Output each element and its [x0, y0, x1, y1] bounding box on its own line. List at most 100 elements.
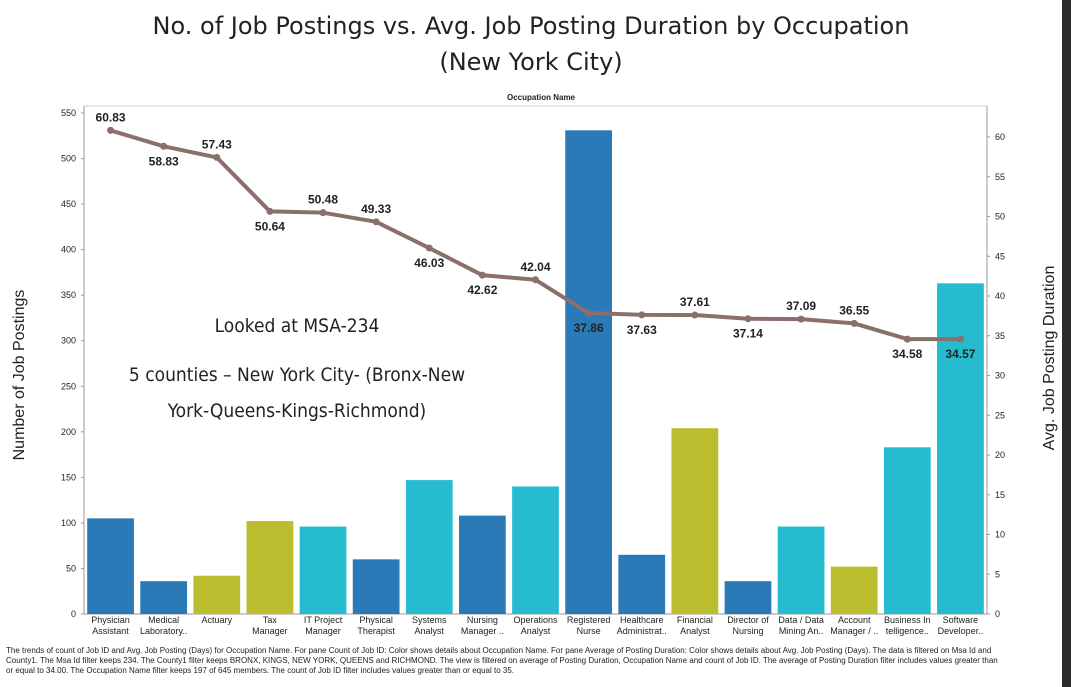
left-tick-label: 400 — [61, 245, 76, 255]
right-tick-label: 25 — [995, 410, 1005, 420]
right-axis: 0 5 10 15 20 25 30 35 40 45 50 55 60 — [986, 106, 1005, 619]
category-label: Registered Nurse — [567, 615, 611, 636]
left-axis-title: Number of Job Postings — [11, 290, 28, 461]
left-tick-label: 500 — [61, 154, 76, 164]
right-tick-label: 20 — [995, 450, 1005, 460]
right-tick-label: 60 — [995, 132, 1005, 142]
left-tick-label: 50 — [66, 563, 76, 573]
category-label: Account Manager / .. — [830, 615, 878, 636]
bar — [352, 559, 400, 614]
right-axis-title: Avg. Job Posting Duration — [1041, 266, 1058, 451]
category-label: Healthcare Administrat.. — [617, 615, 667, 636]
line-point — [213, 153, 221, 161]
right-tick-label: 45 — [995, 251, 1005, 261]
annotation-line: York-Queens-Kings-Richmond) — [167, 400, 426, 422]
line-point — [638, 311, 646, 319]
chart-subtitle: (New York City) — [439, 48, 623, 76]
line-data-label: 37.61 — [680, 295, 710, 309]
bar — [618, 554, 666, 614]
bar — [671, 428, 719, 614]
bar — [87, 518, 134, 614]
right-tick-label: 40 — [995, 291, 1005, 301]
bar — [405, 480, 453, 614]
line-series — [107, 126, 964, 343]
bar — [883, 447, 931, 614]
left-tick-label: 200 — [61, 427, 76, 437]
category-label: Financial Analyst — [677, 615, 713, 636]
left-tick-label: 300 — [61, 336, 76, 346]
category-label: Director of Nursing — [727, 615, 769, 636]
category-label: Physician Assistant — [91, 615, 130, 636]
left-tick-label: 100 — [61, 518, 76, 528]
line-data-label: 50.64 — [255, 219, 285, 233]
right-tick-label: 30 — [995, 371, 1005, 381]
right-tick-label: 50 — [995, 212, 1005, 222]
bar — [724, 581, 772, 614]
category-labels: Physician Assistant Medical Laboratory.. Act… — [91, 615, 983, 636]
bar — [193, 575, 241, 614]
line-data-label: 34.57 — [945, 347, 975, 361]
line-point — [744, 315, 752, 323]
annotation-line: Looked at MSA-234 — [215, 315, 380, 337]
category-label: Actuary — [202, 615, 233, 625]
line-point — [850, 319, 858, 327]
category-label: Medical Laboratory.. — [140, 615, 187, 636]
line-point — [956, 335, 964, 343]
combo-chart: Occupation Name 050100150200250300350400… — [11, 93, 1058, 636]
line-data-label: 37.63 — [627, 323, 657, 337]
line-data-label: 37.14 — [733, 327, 763, 341]
line-data-label: 50.48 — [308, 193, 338, 207]
category-label: IT Project Manager — [304, 615, 343, 636]
bar — [299, 526, 347, 614]
line-point — [691, 311, 699, 319]
right-tick-label: 35 — [995, 331, 1005, 341]
duration-line — [109, 128, 961, 342]
bar — [512, 486, 559, 614]
line-data-label: 46.03 — [414, 256, 444, 270]
occupation-header-label: Occupation Name — [507, 93, 576, 102]
line-point — [319, 209, 327, 217]
category-label: Systems Analyst — [412, 615, 447, 636]
bar — [777, 526, 825, 614]
line-point — [372, 218, 380, 226]
left-tick-label: 0 — [71, 609, 76, 619]
category-label: Operations Analyst — [513, 615, 558, 636]
line-point — [425, 244, 433, 252]
category-label: Software Developer.. — [938, 615, 984, 636]
footnote: The trends of count of Job ID and Avg. J… — [6, 646, 998, 675]
line-data-label: 58.83 — [149, 154, 179, 168]
bar — [565, 130, 612, 615]
line-data-label: 36.55 — [839, 303, 869, 317]
line-data-label: 49.33 — [361, 202, 391, 216]
line-point — [532, 276, 539, 284]
left-tick-label: 250 — [61, 381, 76, 391]
line-point — [160, 142, 168, 150]
bar — [830, 566, 878, 614]
left-tick-label: 550 — [61, 108, 76, 118]
right-tick-label: 55 — [995, 172, 1005, 182]
line-data-labels: 60.83 58.83 57.43 50.64 50.48 49.33 46.03 42.62… — [96, 110, 976, 361]
right-tick-label: 5 — [995, 569, 1000, 579]
left-tick-label: 150 — [61, 472, 76, 482]
line-point — [903, 335, 911, 343]
line-point — [107, 126, 115, 134]
category-label: Data / Data Mining An.. — [778, 615, 824, 636]
line-point — [797, 315, 805, 323]
bar-series — [87, 130, 984, 615]
annotation-line: 5 counties – New York City- (Bronx-New — [129, 364, 465, 386]
category-label: Tax Manager — [252, 615, 288, 636]
bar — [459, 515, 506, 614]
line-data-label: 42.62 — [467, 283, 497, 297]
line-data-label: 60.83 — [96, 110, 126, 124]
line-point — [478, 271, 486, 279]
category-label: Physical Therapist — [357, 615, 395, 636]
line-data-label: 37.09 — [786, 299, 816, 313]
line-data-label: 42.04 — [520, 260, 550, 274]
bar — [937, 283, 984, 614]
right-tick-label: 15 — [995, 490, 1005, 500]
right-tick-label: 10 — [995, 530, 1005, 540]
annotation-text: Looked at MSA-234 5 counties – New York C… — [129, 315, 465, 422]
line-point — [585, 309, 593, 317]
bar — [140, 581, 188, 614]
